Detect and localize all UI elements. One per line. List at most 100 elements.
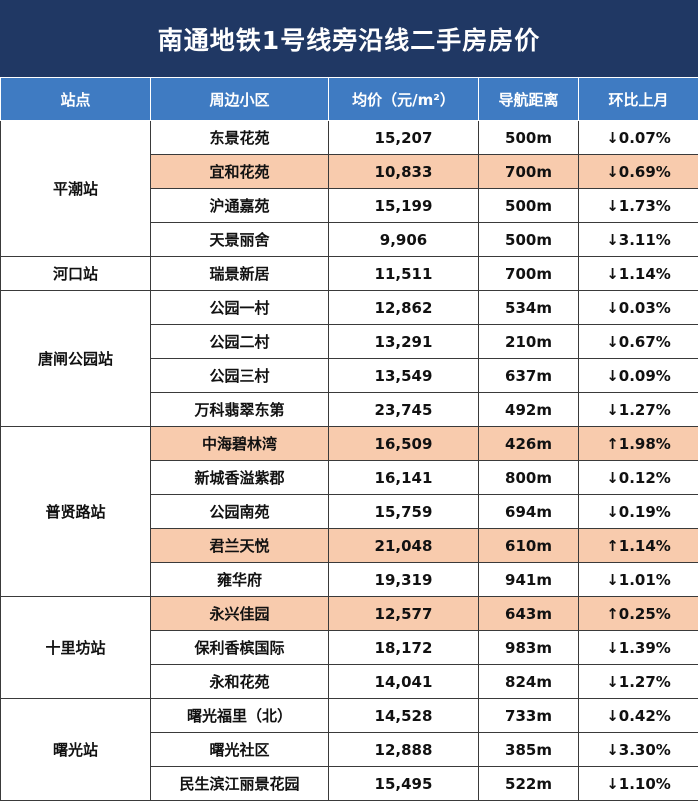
change-cell: ↓3.30% [579,733,698,767]
change-cell: ↓1.14% [579,257,698,291]
change-cell: ↓1.73% [579,189,698,223]
community-cell: 新城香溢紫郡 [151,461,329,495]
change-cell: ↑1.98% [579,427,698,461]
price-cell: 15,495 [329,767,479,801]
price-cell: 9,906 [329,223,479,257]
distance-cell: 522m [479,767,579,801]
station-cell: 曙光站 [1,699,151,801]
community-cell: 公园南苑 [151,495,329,529]
price-cell: 16,141 [329,461,479,495]
price-cell: 23,745 [329,393,479,427]
station-cell: 唐闸公园站 [1,291,151,427]
community-cell: 民生滨江丽景花园 [151,767,329,801]
distance-cell: 800m [479,461,579,495]
change-cell: ↓1.01% [579,563,698,597]
change-cell: ↓1.10% [579,767,698,801]
price-cell: 13,549 [329,359,479,393]
change-cell: ↓0.09% [579,359,698,393]
change-cell: ↓3.11% [579,223,698,257]
distance-cell: 700m [479,155,579,189]
distance-cell: 694m [479,495,579,529]
price-cell: 10,833 [329,155,479,189]
distance-cell: 534m [479,291,579,325]
header-price: 均价（元/m²） [329,78,479,121]
price-cell: 21,048 [329,529,479,563]
community-cell: 永和花苑 [151,665,329,699]
change-cell: ↓0.19% [579,495,698,529]
community-cell: 天景丽舍 [151,223,329,257]
change-cell: ↑0.25% [579,597,698,631]
community-cell: 永兴佳园 [151,597,329,631]
price-cell: 13,291 [329,325,479,359]
change-cell: ↓1.27% [579,393,698,427]
change-cell: ↓0.69% [579,155,698,189]
distance-cell: 941m [479,563,579,597]
header-community: 周边小区 [151,78,329,121]
community-cell: 公园三村 [151,359,329,393]
price-cell: 15,199 [329,189,479,223]
community-cell: 公园一村 [151,291,329,325]
station-cell: 普贤路站 [1,427,151,597]
distance-cell: 500m [479,121,579,155]
price-cell: 16,509 [329,427,479,461]
price-cell: 18,172 [329,631,479,665]
price-cell: 14,528 [329,699,479,733]
community-cell: 瑞景新居 [151,257,329,291]
distance-cell: 500m [479,189,579,223]
change-cell: ↓0.12% [579,461,698,495]
change-cell: ↓1.39% [579,631,698,665]
price-cell: 15,759 [329,495,479,529]
change-cell: ↓0.42% [579,699,698,733]
price-cell: 12,888 [329,733,479,767]
distance-cell: 492m [479,393,579,427]
header-station: 站点 [1,78,151,121]
community-cell: 君兰天悦 [151,529,329,563]
page-title: 南通地铁1号线旁沿线二手房房价 [0,0,698,77]
distance-cell: 426m [479,427,579,461]
community-cell: 保利香槟国际 [151,631,329,665]
community-cell: 曙光社区 [151,733,329,767]
distance-cell: 210m [479,325,579,359]
distance-cell: 983m [479,631,579,665]
community-cell: 沪通嘉苑 [151,189,329,223]
community-cell: 公园二村 [151,325,329,359]
community-cell: 万科翡翠东第 [151,393,329,427]
community-cell: 雍华府 [151,563,329,597]
distance-cell: 610m [479,529,579,563]
community-cell: 东景花苑 [151,121,329,155]
header-change: 环比上月 [579,78,698,121]
distance-cell: 824m [479,665,579,699]
change-cell: ↓0.03% [579,291,698,325]
price-cell: 12,577 [329,597,479,631]
header-distance: 导航距离 [479,78,579,121]
station-cell: 平潮站 [1,121,151,257]
distance-cell: 500m [479,223,579,257]
price-cell: 14,041 [329,665,479,699]
community-cell: 中海碧林湾 [151,427,329,461]
distance-cell: 700m [479,257,579,291]
distance-cell: 643m [479,597,579,631]
community-cell: 宜和花苑 [151,155,329,189]
community-cell: 曙光福里（北） [151,699,329,733]
change-cell: ↓1.27% [579,665,698,699]
change-cell: ↓0.67% [579,325,698,359]
distance-cell: 733m [479,699,579,733]
price-cell: 11,511 [329,257,479,291]
change-cell: ↓0.07% [579,121,698,155]
table-header-row: 站点 周边小区 均价（元/m²） 导航距离 环比上月 [1,78,698,121]
price-cell: 19,319 [329,563,479,597]
price-cell: 12,862 [329,291,479,325]
distance-cell: 385m [479,733,579,767]
price-cell: 15,207 [329,121,479,155]
change-cell: ↑1.14% [579,529,698,563]
distance-cell: 637m [479,359,579,393]
station-cell: 十里坊站 [1,597,151,699]
station-cell: 河口站 [1,257,151,291]
